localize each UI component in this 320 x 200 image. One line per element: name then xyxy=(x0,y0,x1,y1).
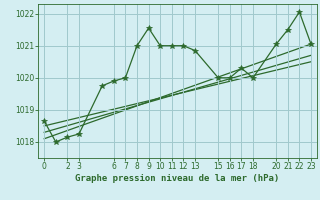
X-axis label: Graphe pression niveau de la mer (hPa): Graphe pression niveau de la mer (hPa) xyxy=(76,174,280,183)
